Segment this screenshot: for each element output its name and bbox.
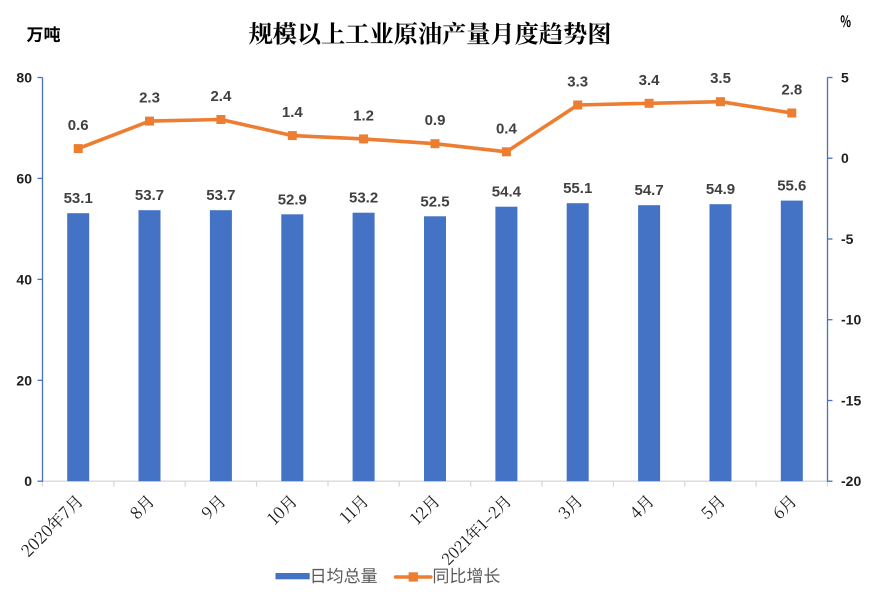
svg-text:-5: -5 <box>841 231 854 247</box>
svg-text:54.4: 54.4 <box>492 184 522 201</box>
svg-text:55.1: 55.1 <box>563 180 592 197</box>
svg-text:0.9: 0.9 <box>425 112 446 129</box>
svg-text:3.3: 3.3 <box>567 74 588 91</box>
svg-text:2.3: 2.3 <box>139 90 160 107</box>
svg-text:0: 0 <box>24 473 32 489</box>
svg-text:-20: -20 <box>841 473 861 489</box>
svg-text:1.4: 1.4 <box>282 104 304 121</box>
svg-text:40: 40 <box>16 271 32 287</box>
svg-text:53.7: 53.7 <box>135 187 164 204</box>
svg-text:55.6: 55.6 <box>777 178 806 195</box>
svg-text:80: 80 <box>16 70 32 86</box>
svg-text:52.9: 52.9 <box>278 191 307 208</box>
svg-text:0.4: 0.4 <box>496 120 518 137</box>
svg-text:60: 60 <box>16 170 32 186</box>
svg-text:53.1: 53.1 <box>64 190 93 207</box>
svg-text:5: 5 <box>841 70 849 86</box>
svg-text:20: 20 <box>16 372 32 388</box>
svg-text:53.7: 53.7 <box>206 187 235 204</box>
svg-text:53.2: 53.2 <box>349 190 378 207</box>
svg-text:-15: -15 <box>841 393 861 409</box>
svg-text:54.9: 54.9 <box>706 181 735 198</box>
svg-text:2.8: 2.8 <box>781 82 802 99</box>
svg-text:2.4: 2.4 <box>210 88 232 105</box>
svg-text:54.7: 54.7 <box>634 182 663 199</box>
svg-text:1.2: 1.2 <box>353 107 374 124</box>
svg-text:52.5: 52.5 <box>420 193 449 210</box>
svg-text:0: 0 <box>841 150 849 166</box>
svg-text:3.4: 3.4 <box>639 72 661 89</box>
svg-text:3.5: 3.5 <box>710 70 731 87</box>
svg-text:0.6: 0.6 <box>68 117 89 134</box>
svg-text:-10: -10 <box>841 312 861 328</box>
